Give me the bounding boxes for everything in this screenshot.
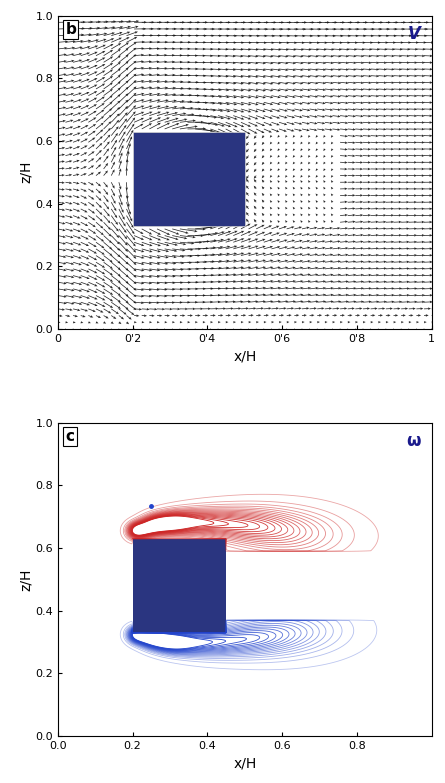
Bar [133,132,245,226]
Y-axis label: z/H: z/H [18,161,32,183]
Text: c: c [65,429,74,444]
X-axis label: x/H: x/H [233,349,256,363]
Bar [133,539,226,633]
Text: b: b [65,22,76,37]
Text: V: V [408,25,421,43]
Y-axis label: z/H: z/H [18,568,32,590]
X-axis label: x/H: x/H [233,756,256,770]
Text: ω: ω [406,432,421,450]
